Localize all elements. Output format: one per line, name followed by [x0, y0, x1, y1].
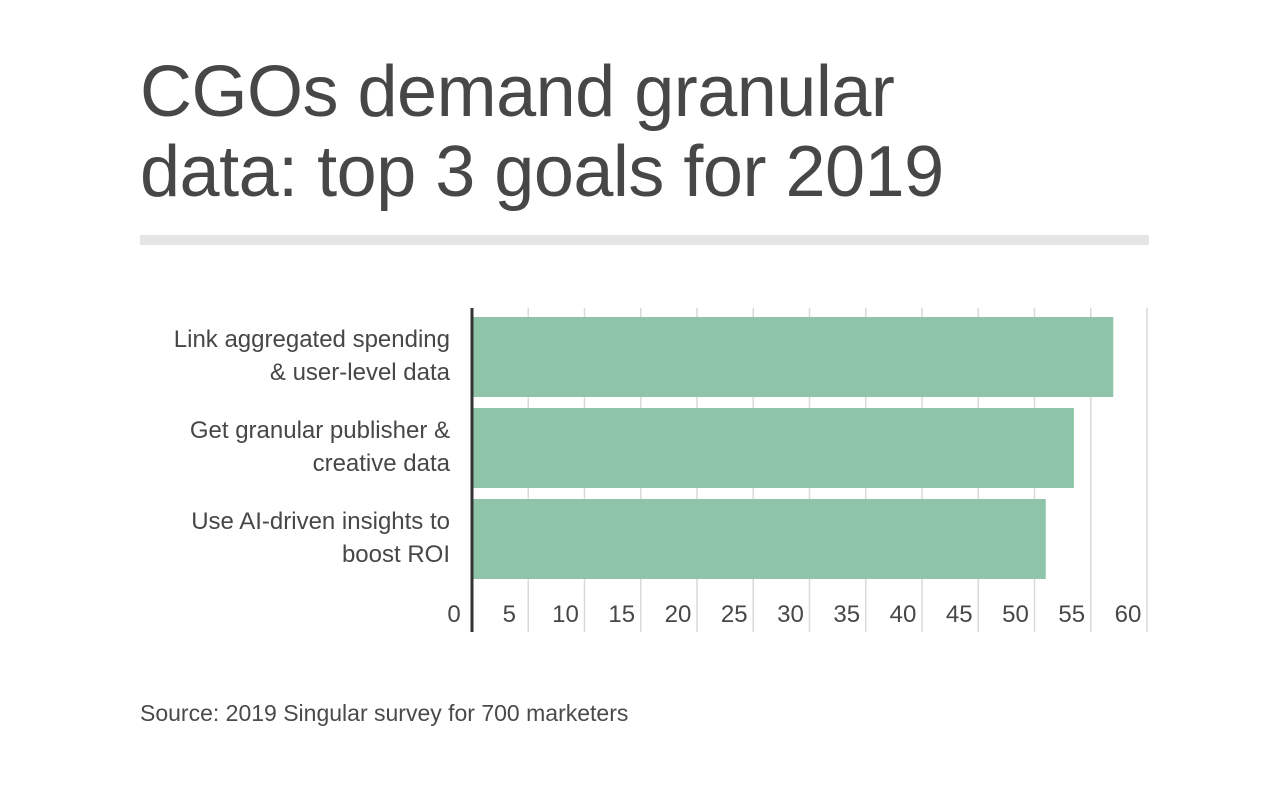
chart-title-line-2: data: top 3 goals for 2019	[140, 132, 944, 212]
x-tick-label: 55	[1058, 601, 1085, 628]
category-label: Link aggregated spending	[174, 326, 450, 353]
x-tick-label: 50	[1002, 601, 1029, 628]
x-tick-label: 25	[721, 601, 748, 628]
bar	[472, 408, 1074, 488]
category-label: & user-level data	[270, 359, 451, 386]
x-tick-label: 45	[946, 601, 973, 628]
x-tick-label: 5	[503, 601, 516, 628]
x-tick-label: 60	[1115, 601, 1142, 628]
x-tick-label: 35	[833, 601, 860, 628]
source-note: Source: 2019 Singular survey for 700 mar…	[140, 700, 629, 726]
category-label: creative data	[313, 450, 451, 477]
bar	[472, 317, 1114, 397]
x-tick-label: 20	[665, 601, 692, 628]
chart-title: CGOs demand granular data: top 3 goals f…	[140, 52, 1150, 212]
category-label: Use AI-driven insights to	[191, 508, 450, 535]
x-tick-label: 30	[777, 601, 804, 628]
x-tick-label: 40	[890, 601, 917, 628]
category-label: Get granular publisher &	[190, 417, 450, 444]
x-tick-label: 10	[552, 601, 579, 628]
x-tick-label: 15	[608, 601, 635, 628]
chart-title-line-1: CGOs demand granular	[140, 52, 895, 132]
x-tick-label: 0	[447, 601, 460, 628]
bar	[472, 499, 1046, 579]
category-label: boost ROI	[342, 541, 450, 568]
title-divider	[140, 235, 1149, 245]
